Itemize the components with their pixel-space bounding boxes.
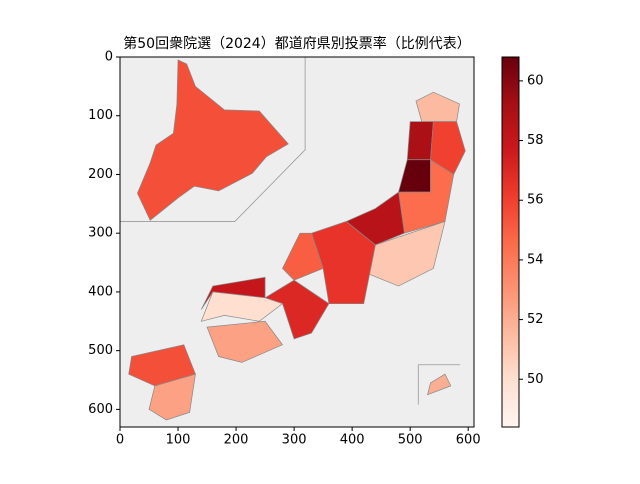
map bbox=[120, 57, 466, 421]
x-tick-label: 100 bbox=[166, 433, 191, 448]
y-tick-label: 100 bbox=[88, 108, 113, 123]
colorbar-tick-label: 52 bbox=[527, 312, 544, 327]
colorbar bbox=[501, 56, 520, 428]
region bbox=[406, 121, 434, 161]
region bbox=[206, 320, 284, 363]
inset-border bbox=[417, 364, 461, 405]
x-tick-label: 300 bbox=[282, 433, 307, 448]
x-tick-label: 0 bbox=[116, 433, 124, 448]
plot-frame bbox=[119, 56, 475, 428]
region bbox=[415, 91, 460, 122]
y-tick-label: 200 bbox=[88, 167, 113, 182]
chart-title: 第50回衆院選（2024）都道府県別投票率（比例代表） bbox=[123, 35, 470, 52]
colorbar-tick-label: 60 bbox=[527, 73, 544, 88]
colorbar-tick-label: 54 bbox=[527, 252, 544, 267]
y-tick-label: 0 bbox=[105, 50, 113, 65]
y-tick-label: 600 bbox=[88, 402, 113, 417]
x-tick-label: 200 bbox=[224, 433, 249, 448]
x-tick-label: 400 bbox=[340, 433, 365, 448]
colorbar-tick-label: 58 bbox=[527, 133, 544, 148]
x-tick-label: 500 bbox=[398, 433, 423, 448]
inset-border bbox=[120, 57, 306, 222]
y-tick-label: 500 bbox=[88, 343, 113, 358]
y-tick-label: 300 bbox=[88, 226, 113, 241]
region bbox=[427, 373, 452, 396]
region bbox=[137, 59, 289, 221]
region bbox=[282, 232, 324, 281]
x-tick-label: 600 bbox=[456, 433, 481, 448]
y-tick-label: 400 bbox=[88, 284, 113, 299]
colorbar-tick-label: 56 bbox=[527, 193, 544, 208]
region bbox=[430, 121, 466, 175]
region bbox=[200, 276, 266, 310]
colorbar-tick-label: 50 bbox=[527, 372, 544, 387]
region bbox=[148, 373, 196, 421]
region bbox=[200, 291, 284, 322]
